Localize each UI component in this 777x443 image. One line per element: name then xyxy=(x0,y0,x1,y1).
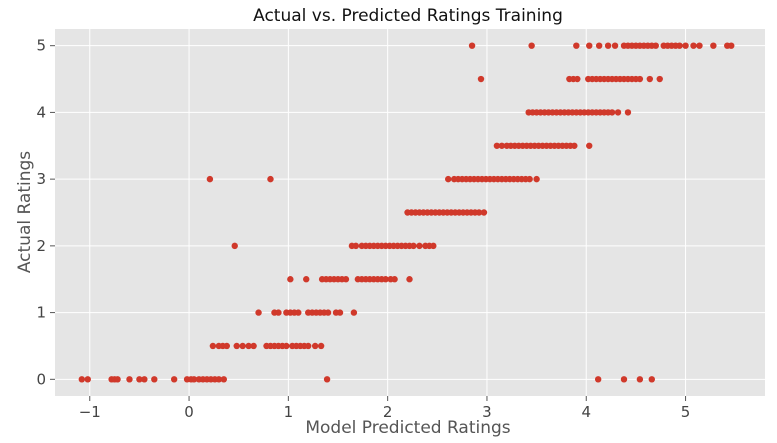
data-points xyxy=(78,42,735,383)
data-point xyxy=(223,342,230,350)
data-point xyxy=(245,342,252,350)
data-point xyxy=(636,376,644,383)
data-point xyxy=(416,242,423,250)
data-point xyxy=(151,376,158,383)
data-point xyxy=(267,175,274,183)
data-point xyxy=(648,376,655,383)
data-point xyxy=(255,309,262,316)
data-point xyxy=(283,342,290,350)
data-point xyxy=(498,142,506,149)
data-point xyxy=(303,276,310,283)
data-point xyxy=(391,276,398,283)
data-point xyxy=(342,276,350,283)
data-point xyxy=(231,242,238,250)
x-tick-label: 5 xyxy=(681,403,691,421)
y-tick-label: 5 xyxy=(36,37,46,55)
x-tick-label: 2 xyxy=(383,403,393,421)
x-tick-label: 0 xyxy=(184,403,194,421)
data-point xyxy=(533,175,540,183)
data-point xyxy=(287,276,294,283)
data-point xyxy=(336,309,344,316)
data-point xyxy=(646,75,654,83)
data-point xyxy=(323,376,331,383)
data-point xyxy=(250,342,257,350)
data-point xyxy=(710,42,717,49)
data-point xyxy=(352,242,360,250)
data-point xyxy=(430,242,437,250)
data-point xyxy=(614,109,622,116)
data-point xyxy=(586,42,593,49)
data-point xyxy=(676,42,683,49)
data-point xyxy=(141,376,148,383)
data-point xyxy=(311,342,319,350)
data-point xyxy=(528,42,535,49)
data-point xyxy=(611,42,619,49)
data-point xyxy=(608,109,616,116)
data-point xyxy=(656,75,663,83)
data-point xyxy=(239,342,246,350)
y-tick-label: 3 xyxy=(36,170,46,188)
y-axis-title: Actual Ratings xyxy=(15,151,35,273)
data-point xyxy=(114,376,121,383)
data-point xyxy=(604,42,612,49)
chart-title: Actual vs. Predicted Ratings Training xyxy=(253,6,563,26)
data-point xyxy=(586,142,593,149)
y-tick-label: 0 xyxy=(36,370,46,388)
data-point xyxy=(595,42,603,49)
data-point xyxy=(233,342,240,350)
data-point xyxy=(305,342,312,350)
data-point xyxy=(475,209,483,216)
x-axis-title: Model Predicted Ratings xyxy=(305,418,510,438)
data-point xyxy=(126,376,133,383)
data-point xyxy=(410,242,417,250)
data-point xyxy=(78,376,86,383)
data-point xyxy=(620,376,628,383)
data-point xyxy=(170,376,178,383)
data-point xyxy=(728,42,735,49)
data-point xyxy=(295,309,302,316)
data-point xyxy=(84,376,91,383)
y-tick-label: 4 xyxy=(36,103,46,121)
data-point xyxy=(220,376,228,383)
data-point xyxy=(652,42,659,49)
data-point xyxy=(574,75,581,83)
data-point xyxy=(636,75,644,83)
data-point xyxy=(350,309,358,316)
data-point xyxy=(406,276,413,283)
data-point xyxy=(445,175,452,183)
data-point xyxy=(317,342,325,350)
data-point xyxy=(206,175,214,183)
data-point xyxy=(382,276,389,283)
data-point xyxy=(136,376,143,383)
data-point xyxy=(696,42,703,49)
data-point xyxy=(493,142,501,149)
data-point xyxy=(215,376,223,383)
data-point xyxy=(682,42,689,49)
x-tick-label: 4 xyxy=(581,403,591,421)
x-tick-label: 1 xyxy=(284,403,294,421)
data-point xyxy=(690,42,697,49)
axis-ticks: −1 0 1 2 3 4 5 0 1 2 3 4 5 xyxy=(36,37,690,421)
data-point xyxy=(324,309,332,316)
data-point xyxy=(480,209,488,216)
data-point xyxy=(190,376,198,383)
data-point xyxy=(209,342,217,350)
y-tick-label: 1 xyxy=(36,304,46,322)
data-point xyxy=(468,42,476,49)
data-point xyxy=(624,109,632,116)
data-point xyxy=(594,376,602,383)
data-point xyxy=(573,42,580,49)
y-tick-label: 2 xyxy=(36,237,46,255)
x-tick-label: 3 xyxy=(482,403,492,421)
data-point xyxy=(526,175,533,183)
x-tick-label: −1 xyxy=(79,403,101,421)
data-point xyxy=(477,75,485,83)
data-point xyxy=(571,142,578,149)
data-point xyxy=(275,309,282,316)
